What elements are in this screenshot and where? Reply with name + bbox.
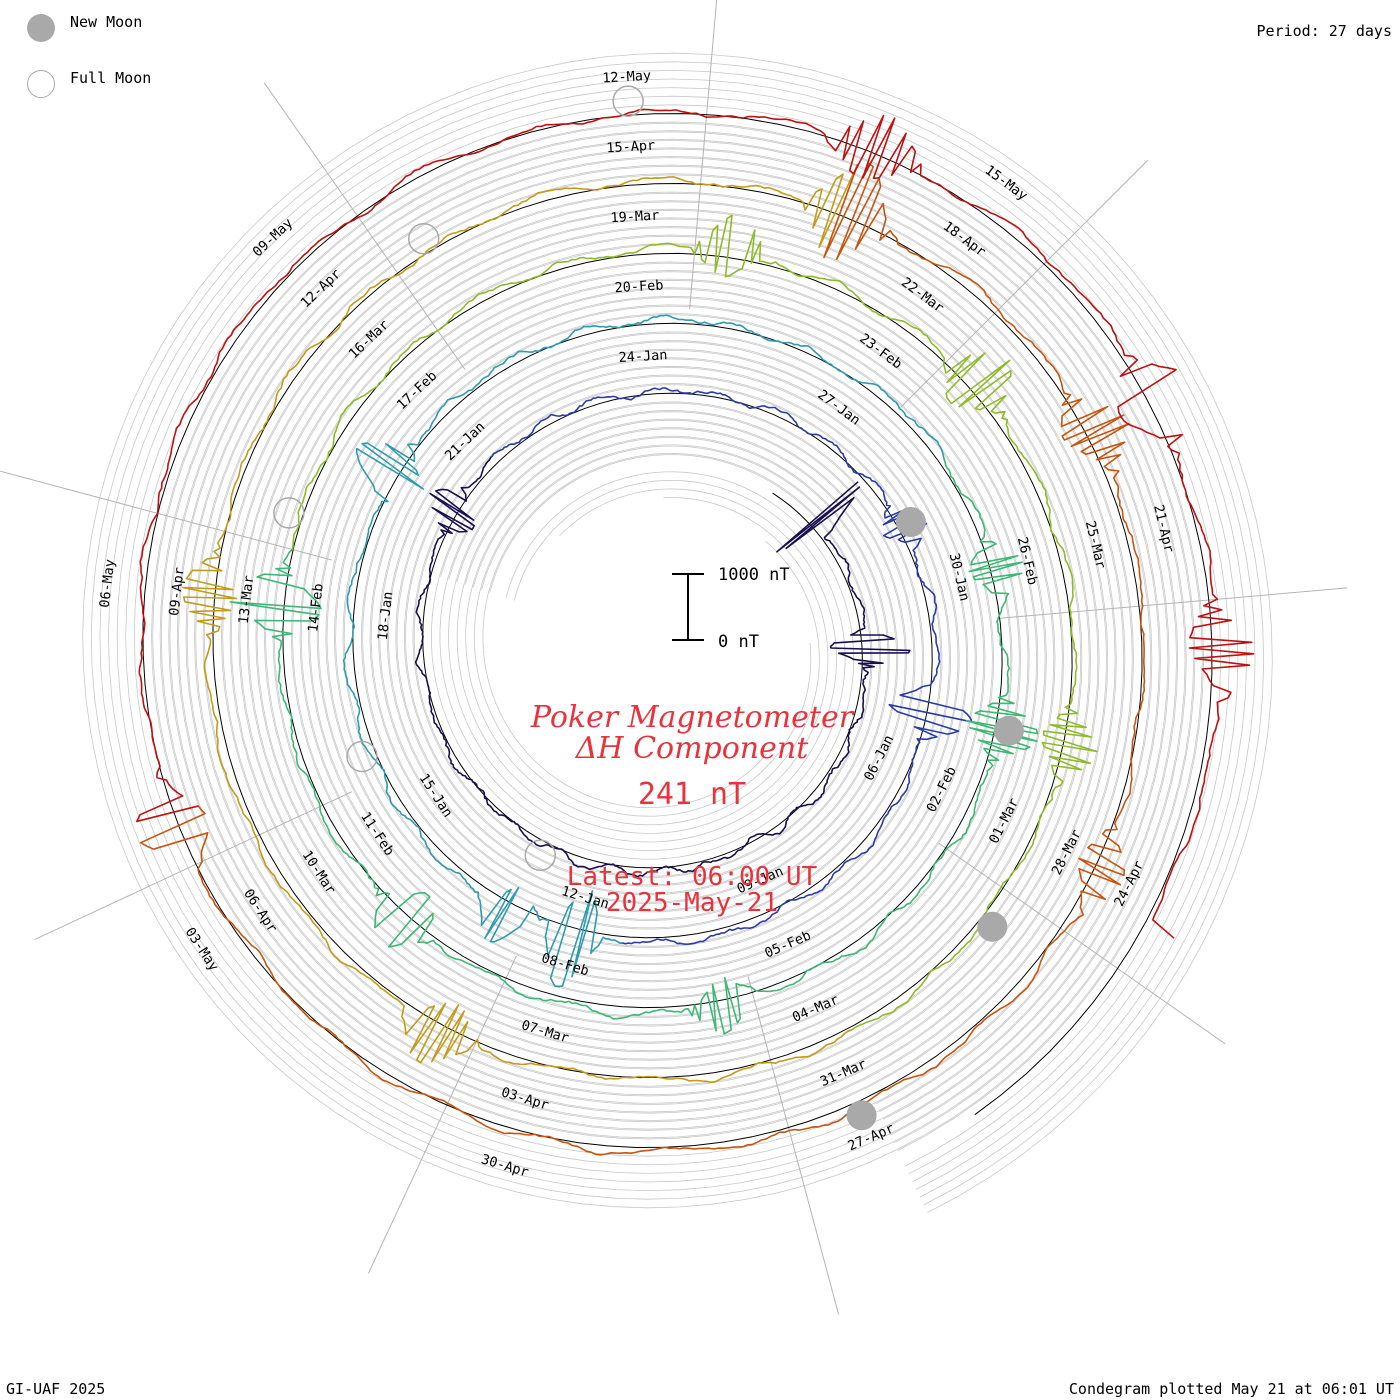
new-moon-legend-label: New Moon <box>70 13 143 31</box>
center-title: Poker Magnetometer ΔH Component 241 nT L… <box>530 700 855 918</box>
series-line <box>414 455 911 878</box>
date-label: 31-Mar <box>818 1056 869 1090</box>
radial-spokes <box>0 0 1348 1315</box>
spoke-line <box>747 976 840 1315</box>
grid-line <box>168 138 1187 1136</box>
new-moon-icon <box>993 715 1024 746</box>
new-moon-icon <box>895 507 926 537</box>
series-line <box>182 163 859 1084</box>
baseline-line <box>142 113 1213 1149</box>
date-label: 06-May <box>97 558 119 608</box>
grid-line <box>125 95 1230 1175</box>
new-moon-icon <box>977 911 1008 942</box>
new-moon-legend-icon <box>27 14 55 42</box>
date-label: 15-Apr <box>606 138 656 157</box>
spoke-line <box>938 842 1226 1045</box>
date-label: 09-Apr <box>166 566 188 616</box>
series-line <box>291 214 1098 1033</box>
grid-line <box>90 61 1265 1206</box>
full-moon-legend-icon <box>27 70 55 98</box>
grid-line <box>159 130 1196 1144</box>
date-label: 24-Jan <box>618 347 668 366</box>
moon-phase-markers <box>273 85 1024 1131</box>
grid-line <box>82 52 1273 1214</box>
new-moon-icon <box>846 1100 877 1131</box>
spoke-line <box>0 470 332 561</box>
current-value: 241 nT <box>638 777 746 812</box>
plotted-timestamp: Condegram plotted May 21 at 06:01 UT <box>1068 1380 1394 1398</box>
full-moon-legend-label: Full Moon <box>70 69 152 87</box>
grid-line <box>185 155 1170 1120</box>
grid-line <box>108 78 1247 1190</box>
date-label: 19-Mar <box>610 208 660 227</box>
date-label: 06-Jan <box>861 733 897 784</box>
date-label: 12-May <box>602 68 652 87</box>
period-label: Period: 27 days <box>1256 22 1392 40</box>
grid-line <box>133 104 1222 1167</box>
grid-line <box>151 121 1204 1151</box>
scale-bottom-label: 0 nT <box>718 632 759 652</box>
data-series <box>136 108 1255 1156</box>
full-moon-icon <box>346 740 378 773</box>
title-line-1: Poker Magnetometer <box>530 700 855 735</box>
date-label: 30-Apr <box>479 1151 530 1180</box>
grid-line <box>99 69 1256 1198</box>
credit-label: GI-UAF 2025 <box>6 1380 106 1398</box>
series-line <box>229 457 1039 1035</box>
spoke-line <box>900 159 1149 408</box>
spoke-line <box>34 791 353 941</box>
grid-line <box>116 87 1239 1182</box>
baseline-spiral <box>142 113 1213 1149</box>
grid-line <box>176 147 1179 1128</box>
series-line <box>136 162 1146 1156</box>
spoke-line <box>263 82 466 370</box>
spoke-line <box>367 955 517 1274</box>
date-label: 03-May <box>182 925 222 975</box>
latest-date: 2025-May-21 <box>606 888 778 918</box>
spiral-grid <box>82 52 1273 1214</box>
full-moon-icon <box>407 222 440 255</box>
spoke-line <box>689 0 718 310</box>
grid-line <box>194 164 1161 1112</box>
latest-time: Latest: 06:00 UT <box>567 862 818 892</box>
series-line <box>136 108 1255 939</box>
scale-bar: 1000 nT 0 nT <box>672 565 790 652</box>
full-moon-icon <box>612 85 644 117</box>
scale-top-label: 1000 nT <box>718 565 790 585</box>
date-label: 20-Feb <box>614 277 664 296</box>
spoke-line <box>998 587 1348 619</box>
date-label: 09-May <box>250 215 296 260</box>
full-moon-icon <box>273 497 305 529</box>
date-label: 30-Jan <box>946 552 973 603</box>
date-label: 14-Feb <box>305 583 327 633</box>
series-line <box>490 387 973 945</box>
full-moon-icon <box>524 839 557 872</box>
date-label: 13-Mar <box>236 575 258 625</box>
title-line-2: ΔH Component <box>575 731 809 766</box>
date-label: 18-Jan <box>375 591 397 641</box>
series-line <box>342 314 946 988</box>
